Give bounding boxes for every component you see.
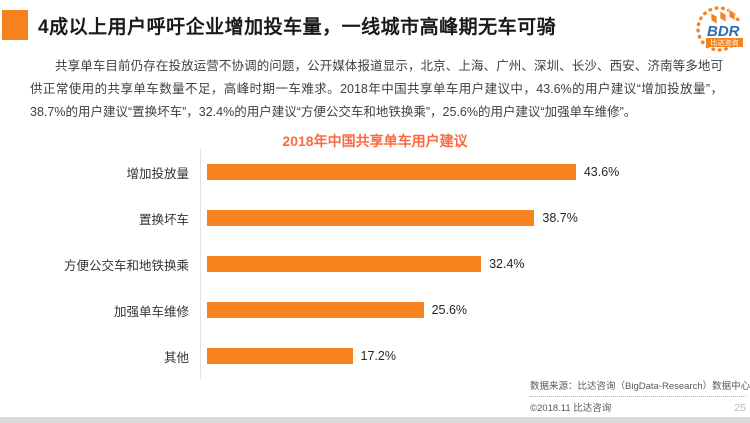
bar-value-label: 38.7%: [542, 211, 578, 225]
bar: [207, 302, 424, 318]
logo-flag-icon: [719, 10, 727, 23]
category-label: 方便公交车和地铁换乘: [63, 258, 189, 273]
bdr-logo: BDR 比达咨询: [696, 6, 745, 52]
category-label: 增加投放量: [126, 166, 189, 181]
footer: 数据来源：比达咨询（BigData-Research）数据中心 ©2018.11…: [530, 378, 750, 414]
logo-text-backdrop: [706, 21, 745, 38]
page-number: 25: [734, 402, 746, 414]
bar-value-label: 17.2%: [360, 349, 396, 363]
bar-track: 32.4%: [200, 241, 630, 287]
chart-row: 加强单车维修 25.6%: [30, 287, 750, 333]
bar-value-label: 25.6%: [431, 303, 468, 317]
header: 4成以上用户呼吁企业增加投车量，一线城市高峰期无车可骑: [0, 0, 750, 40]
category-label: 加强单车维修: [113, 304, 189, 319]
chart-rows: 增加投放量 43.6% 置换坏车 38.7% 方便公交车和地铁换乘 32.4% 加强单车维修…: [30, 149, 750, 379]
copyright-text: ©2018.11 比达咨询: [530, 403, 612, 414]
logo-flag-icon: [710, 12, 718, 25]
bar-value-label: 32.4%: [489, 257, 525, 271]
bar: [207, 164, 576, 180]
chart-row: 增加投放量 43.6%: [30, 149, 750, 195]
page-title: 4成以上用户呼吁企业增加投车量，一线城市高峰期无车可骑: [38, 16, 557, 38]
bottom-divider-strip: [0, 417, 750, 423]
chart-row: 其他 17.2%: [30, 333, 750, 379]
chart-row: 置换坏车 38.7%: [30, 195, 750, 241]
bar: [207, 256, 482, 272]
category-label: 置换坏车: [138, 212, 189, 227]
bar-chart: 2018年中国共享单车用户建议 增加投放量 43.6% 置换坏车 38.7% 方便公交车…: [0, 131, 750, 379]
bar-track: 38.7%: [200, 195, 630, 241]
footer-bottom-row: ©2018.11 比达咨询 25: [530, 396, 746, 414]
intro-paragraph: 共享单车目前仍存在投放运营不协调的问题，公开媒体报道显示，北京、上海、广州、深圳…: [30, 59, 723, 119]
category-label: 其他: [163, 350, 189, 365]
logo-ribbon: [706, 38, 743, 47]
bar-value-label: 43.6%: [583, 165, 620, 179]
data-source-note: 数据来源：比达咨询（BigData-Research）数据中心: [530, 381, 750, 392]
bar: [207, 348, 353, 364]
bar-track: 43.6%: [200, 149, 630, 195]
bar-track: 17.2%: [200, 333, 630, 379]
bar-track: 25.6%: [200, 287, 630, 333]
logo-flag-icon: [728, 8, 736, 22]
logo-subtext: 比达咨询: [711, 38, 739, 47]
logo-wordmark: BDR: [707, 23, 740, 40]
bar: [207, 210, 535, 226]
title-accent-block: [2, 10, 28, 40]
chart-row: 方便公交车和地铁换乘 32.4%: [30, 241, 750, 287]
chart-title: 2018年中国共享单车用户建议: [282, 133, 468, 149]
